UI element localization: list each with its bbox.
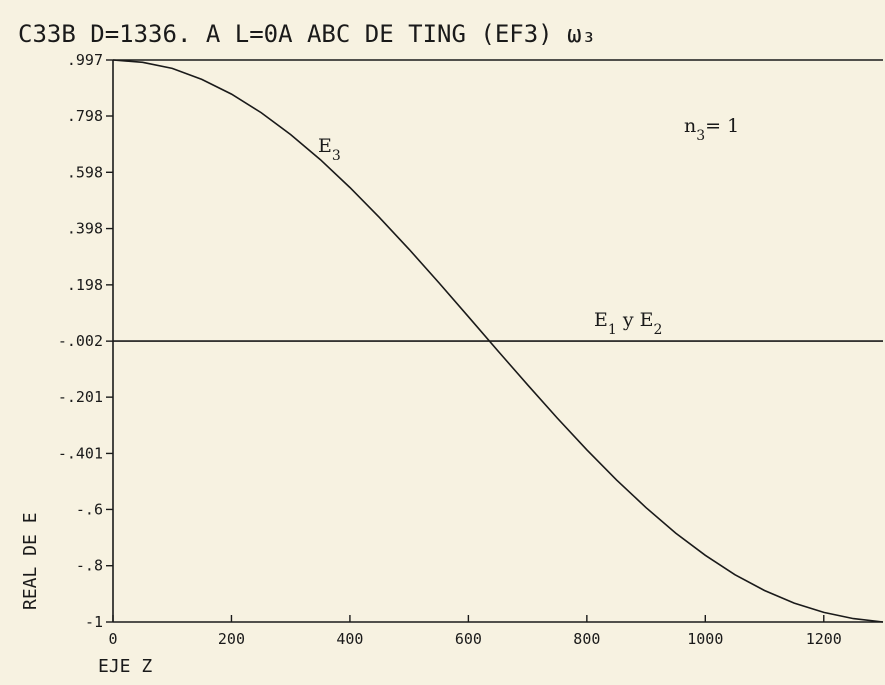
x-tick-label: 0 (108, 630, 117, 648)
y-tick-label: .398 (67, 220, 103, 238)
x-tick-label: 600 (455, 630, 482, 648)
x-tick-group: 0 200 400 600 800 1000 1200 (108, 615, 842, 648)
x-tick-label: 400 (336, 630, 363, 648)
y-tick-label: .997 (67, 51, 103, 69)
x-tick-label: 1200 (806, 630, 842, 648)
e1-e2-annotation: E1 y E2 (594, 309, 662, 338)
chart-title: C33B D=1336. A L=0A ABC DE TING (EF3) ω₃ (18, 20, 596, 48)
e3-annotation: E3 (318, 135, 341, 164)
n3-annotation: n3= 1 (684, 115, 739, 144)
x-axis-label: EJE Z (98, 656, 152, 677)
y-tick-label: -.401 (58, 444, 103, 462)
y-tick-label: .198 (67, 276, 103, 294)
y-tick-label: -.201 (58, 388, 103, 406)
y-tick-label: -.002 (58, 332, 103, 350)
y-tick-group: .997 .798 .598 .398 .198 -.002 -.201 -.401 -.6 -.… (58, 51, 113, 631)
x-tick-label: 200 (218, 630, 245, 648)
y-axis-label: REAL DE E (20, 512, 41, 610)
y-tick-label: .798 (67, 107, 103, 125)
y-tick-label: -.8 (76, 557, 103, 575)
series-e3-line (112, 59, 884, 623)
x-tick-label: 1000 (687, 630, 723, 648)
series-group (112, 59, 884, 623)
x-tick-label: 800 (573, 630, 600, 648)
y-tick-label: .598 (67, 163, 103, 181)
y-tick-label: -1 (85, 613, 103, 631)
y-tick-label: -.6 (76, 500, 103, 518)
